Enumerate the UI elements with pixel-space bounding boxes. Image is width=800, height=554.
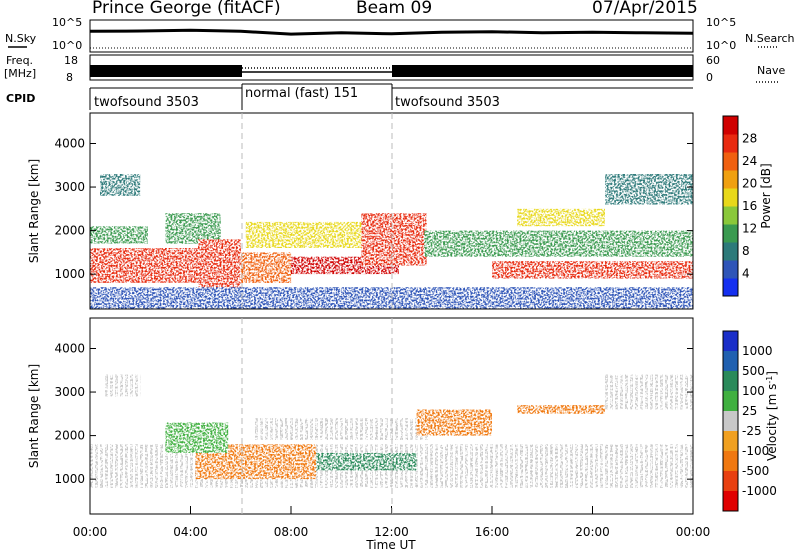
scatter-band-3 — [605, 374, 693, 410]
velocity-panel: 1000 2000 3000 4000 00:00 04:00 08:00 12:00 16:… — [27, 317, 780, 552]
freq-tick-bottom: 8 — [66, 71, 73, 84]
scatter-band-8 — [517, 405, 605, 414]
power-colorbar: 4 8 12 16 20 24 28 — [722, 115, 757, 297]
nave-tick-bottom: 0 — [706, 71, 713, 84]
scatter-band-4 — [165, 213, 221, 244]
scatter-band-2 — [90, 226, 148, 244]
station-title: Prince George (fitACF) — [92, 0, 281, 18]
power-colorbar-tick: 28 — [742, 132, 757, 146]
scatter-band-2 — [105, 374, 141, 397]
power-ylabel: Slant Range [km] — [27, 159, 41, 263]
range-tick-label: 1000 — [54, 267, 85, 281]
time-tick-label: 00:00 — [676, 525, 711, 539]
time-axis-label: Time UT — [365, 538, 416, 552]
scatter-band-9 — [416, 409, 492, 436]
power-colorbar-tick: 20 — [742, 177, 757, 191]
scatter-band-13 — [605, 174, 693, 205]
power-colorbar-tick: 8 — [742, 244, 750, 258]
scatter-band-4 — [253, 418, 430, 440]
nave-tick-top: 60 — [706, 54, 720, 67]
power-colorbar-label: Power [dB] — [759, 163, 773, 228]
velocity-colorbar-tick: 1000 — [742, 344, 773, 358]
cpid-label: CPID — [6, 92, 35, 105]
noise-left-label: N.Sky — [5, 32, 37, 45]
scatter-band-9 — [361, 213, 427, 266]
freq-label-line2: [MHz] — [4, 67, 36, 80]
range-tick-label: 3000 — [54, 385, 85, 399]
power-colorbar-tick: 24 — [742, 154, 757, 168]
frequency-panel: Freq. [MHz] 18 8 60 0 Nave — [4, 54, 785, 84]
power-colorbar-tick: 12 — [742, 222, 757, 236]
scatter-band-7 — [165, 422, 229, 453]
cpid-panel: CPID twofsound 3503 normal (fast) 151 tw… — [6, 83, 693, 110]
nave-label: Nave — [757, 64, 785, 77]
velocity-colorbar-tick: 500 — [742, 364, 765, 378]
velocity-colorbar-tick: -500 — [742, 464, 769, 478]
range-tick-label: 2000 — [54, 429, 85, 443]
velocity-colorbar-tick: -25 — [742, 424, 762, 438]
time-tick-label: 00:00 — [73, 525, 108, 539]
range-tick-label: 1000 — [54, 472, 85, 486]
time-tick-label: 04:00 — [173, 525, 208, 539]
freq-label-line1: Freq. — [6, 54, 33, 67]
beam-title: Beam 09 — [356, 0, 433, 18]
noise-right-label: N.Search — [745, 32, 795, 45]
velocity-colorbar-tick: 100 — [742, 384, 765, 398]
velocity-colorbar-label: Velocity [m s-1] — [765, 371, 780, 461]
noise-panel: N.Sky N.Search 10^5 10^0 10^5 10^0 — [5, 16, 795, 53]
scatter-band-12 — [517, 208, 605, 227]
velocity-colorbar-tick: -1000 — [742, 484, 777, 498]
scatter-band-3 — [100, 174, 141, 196]
scatter-band-6 — [316, 453, 417, 471]
scatter-band-10 — [424, 230, 693, 257]
noise-right-tick-bottom: 10^0 — [706, 39, 736, 52]
range-tick-label: 4000 — [54, 136, 85, 150]
freq-segment-3 — [392, 65, 693, 77]
scatter-band-11 — [492, 261, 693, 279]
velocity-colorbar: 1000 500 100 25 -25 -100 -500 -1000 — [722, 330, 777, 512]
time-tick-label: 16:00 — [475, 525, 510, 539]
velocity-colorbar-tick: -100 — [742, 444, 769, 458]
velocity-ylabel: Slant Range [km] — [27, 364, 41, 468]
power-colorbar-tick: 16 — [742, 199, 757, 213]
noise-left-tick-top: 10^5 — [52, 16, 82, 29]
velocity-colorbar-tick: 25 — [742, 404, 757, 418]
range-tick-label: 2000 — [54, 224, 85, 238]
freq-segment-1 — [90, 65, 242, 77]
cpid-segment-1: twofsound 3503 — [94, 95, 199, 110]
freq-tick-top: 18 — [64, 54, 78, 67]
date-title: 07/Apr/2015 — [592, 0, 698, 18]
noise-left-tick-bottom: 10^0 — [52, 39, 82, 52]
time-tick-label: 20:00 — [575, 525, 610, 539]
power-colorbar-tick: 4 — [742, 267, 750, 281]
noise-right-tick-top: 10^5 — [706, 16, 736, 29]
time-tick-label: 12:00 — [374, 525, 409, 539]
cpid-segment-2: normal (fast) 151 — [245, 86, 358, 101]
power-panel: 1000 2000 3000 4000 Slant Range [km] 4 8 12 16… — [27, 112, 773, 310]
noise-series-sky — [89, 28, 694, 36]
range-tick-label: 3000 — [54, 180, 85, 194]
cpid-segment-3: twofsound 3503 — [395, 95, 500, 110]
time-tick-label: 08:00 — [274, 525, 309, 539]
scatter-band-5 — [198, 239, 241, 296]
range-tick-label: 4000 — [54, 341, 85, 355]
scatter-band-6 — [240, 252, 292, 283]
